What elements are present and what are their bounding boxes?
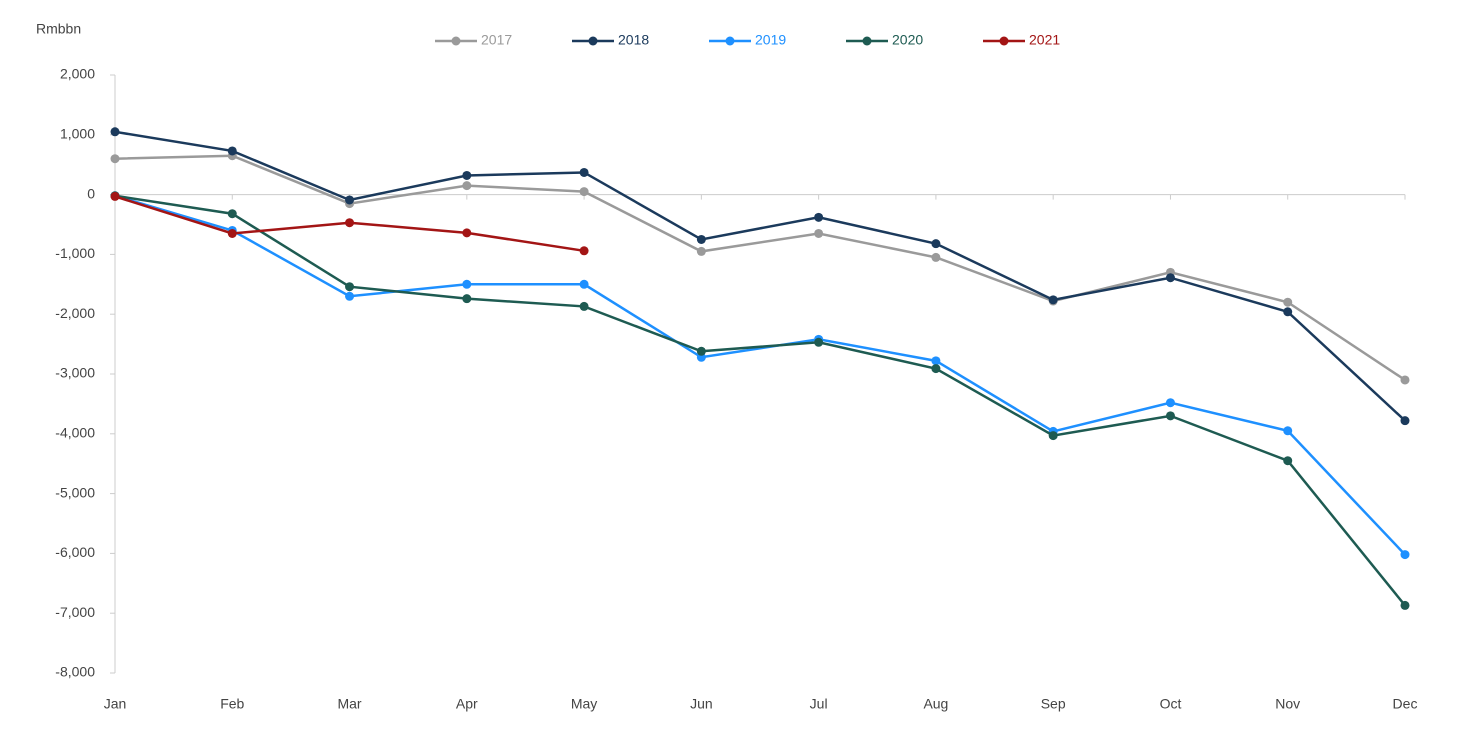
x-tick-label: Jan <box>104 696 127 712</box>
legend-marker <box>999 36 1009 46</box>
series-marker <box>345 282 355 292</box>
x-tick-label: Jun <box>690 696 713 712</box>
y-tick-label: -6,000 <box>55 544 95 560</box>
legend-label: 2019 <box>755 32 786 48</box>
series-marker <box>227 228 237 238</box>
series-marker <box>110 191 120 201</box>
series-marker <box>227 209 237 219</box>
series-marker <box>110 154 120 164</box>
series-marker <box>1283 426 1293 436</box>
x-tick-label: Dec <box>1393 696 1418 712</box>
series-marker <box>227 146 237 156</box>
series-marker <box>1165 411 1175 421</box>
y-tick-label: -8,000 <box>55 664 95 680</box>
y-tick-label: -7,000 <box>55 604 95 620</box>
x-tick-label: Jul <box>810 696 828 712</box>
series-marker <box>1400 375 1410 385</box>
y-tick-label: 0 <box>87 185 95 201</box>
y-tick-label: -3,000 <box>55 365 95 381</box>
x-tick-label: Apr <box>456 696 478 712</box>
series-marker <box>462 279 472 289</box>
series-marker <box>345 291 355 301</box>
series-marker <box>579 279 589 289</box>
series-marker <box>345 218 355 228</box>
series-marker <box>1048 295 1058 305</box>
x-tick-label: May <box>571 696 597 712</box>
series-line <box>114 130 1406 422</box>
y-tick-label: 2,000 <box>60 66 95 82</box>
x-tick-label: Oct <box>1160 696 1182 712</box>
series-marker <box>1165 398 1175 408</box>
y-axis-label: Rmbbn <box>36 21 81 37</box>
series-marker <box>814 212 824 222</box>
x-tick-label: Aug <box>923 696 948 712</box>
series-marker <box>1048 431 1058 441</box>
series-marker <box>462 294 472 304</box>
series-marker <box>814 228 824 238</box>
series-marker <box>696 346 706 356</box>
y-tick-label: -2,000 <box>55 305 95 321</box>
x-tick-label: Mar <box>337 696 361 712</box>
y-tick-label: -4,000 <box>55 425 95 441</box>
series-marker <box>1400 416 1410 426</box>
series-line <box>114 194 1406 556</box>
series-marker <box>696 246 706 256</box>
series-marker <box>1283 307 1293 317</box>
series-marker <box>1165 273 1175 283</box>
legend-label: 2021 <box>1029 32 1060 48</box>
series-marker <box>1283 456 1293 466</box>
series-marker <box>1400 600 1410 610</box>
series-marker <box>579 246 589 256</box>
legend-label: 2020 <box>892 32 923 48</box>
y-tick-label: 1,000 <box>60 126 95 142</box>
series-line <box>114 154 1406 382</box>
series-line <box>114 194 1406 607</box>
series-marker <box>931 364 941 374</box>
series-marker <box>579 301 589 311</box>
y-tick-label: -1,000 <box>55 245 95 261</box>
series-marker <box>931 356 941 366</box>
legend-marker <box>862 36 872 46</box>
x-tick-label: Feb <box>220 696 244 712</box>
series-marker <box>462 170 472 180</box>
legend-marker <box>725 36 735 46</box>
y-tick-label: -5,000 <box>55 484 95 500</box>
legend-marker <box>588 36 598 46</box>
x-tick-label: Nov <box>1275 696 1300 712</box>
x-tick-label: Sep <box>1041 696 1066 712</box>
series-marker <box>579 167 589 177</box>
series-marker <box>462 181 472 191</box>
series-marker <box>345 195 355 205</box>
series-marker <box>931 252 941 262</box>
series-marker <box>110 127 120 137</box>
series-marker <box>462 228 472 238</box>
series-marker <box>1400 550 1410 560</box>
series-marker <box>579 187 589 197</box>
legend-label: 2017 <box>481 32 512 48</box>
series-marker <box>696 234 706 244</box>
series-marker <box>814 337 824 347</box>
series-marker <box>931 239 941 249</box>
legend-label: 2018 <box>618 32 649 48</box>
series-marker <box>1283 297 1293 307</box>
legend-marker <box>451 36 461 46</box>
